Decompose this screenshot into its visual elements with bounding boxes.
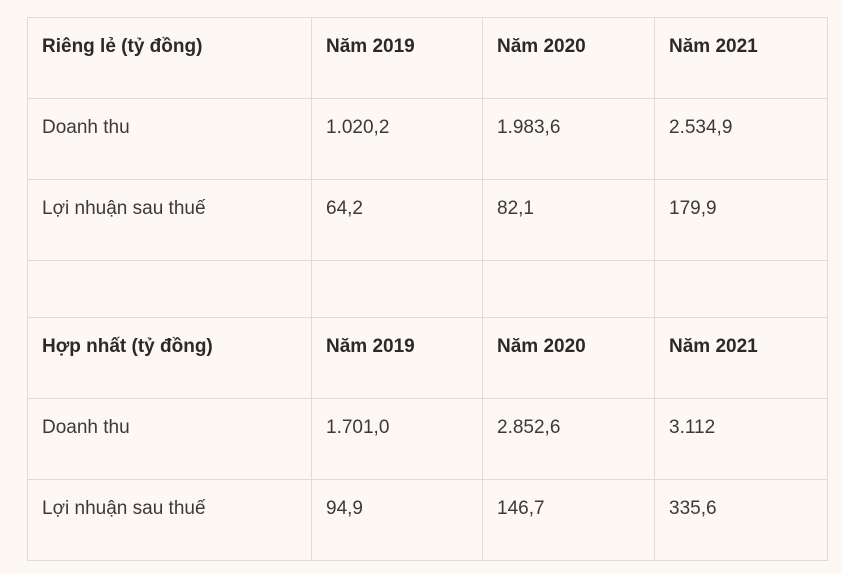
table-header-cell: Năm 2020 — [482, 317, 655, 399]
table-cell: 1.983,6 — [482, 98, 655, 180]
financial-table: Riêng lẻ (tỷ đồng) Năm 2019 Năm 2020 Năm… — [27, 17, 828, 561]
table-cell: 1.020,2 — [311, 98, 483, 180]
table-cell: 2.534,9 — [654, 98, 828, 180]
table-header-cell: Năm 2020 — [482, 17, 655, 99]
table-row: Lợi nhuận sau thuế 64,2 82,1 179,9 — [27, 179, 828, 261]
table-cell: 94,9 — [311, 479, 483, 561]
table-cell: Doanh thu — [27, 98, 312, 180]
table-cell: 146,7 — [482, 479, 655, 561]
table-cell-empty — [654, 260, 828, 318]
table-cell-empty — [311, 260, 483, 318]
table-cell: 82,1 — [482, 179, 655, 261]
table-header-row-consolidated: Hợp nhất (tỷ đồng) Năm 2019 Năm 2020 Năm… — [27, 317, 828, 399]
table-cell: Lợi nhuận sau thuế — [27, 179, 312, 261]
table-header-cell: Riêng lẻ (tỷ đồng) — [27, 17, 312, 99]
table-cell: Doanh thu — [27, 398, 312, 480]
table-cell: 2.852,6 — [482, 398, 655, 480]
table-header-cell: Năm 2021 — [654, 317, 828, 399]
table-cell: 3.112 — [654, 398, 828, 480]
table-header-row-individual: Riêng lẻ (tỷ đồng) Năm 2019 Năm 2020 Năm… — [27, 17, 828, 99]
table-cell: 335,6 — [654, 479, 828, 561]
table-row: Doanh thu 1.701,0 2.852,6 3.112 — [27, 398, 828, 480]
table-cell: 179,9 — [654, 179, 828, 261]
table-cell-empty — [482, 260, 655, 318]
table-header-cell: Năm 2019 — [311, 317, 483, 399]
table-header-cell: Năm 2019 — [311, 17, 483, 99]
table-row: Lợi nhuận sau thuế 94,9 146,7 335,6 — [27, 479, 828, 561]
table-row: Doanh thu 1.020,2 1.983,6 2.534,9 — [27, 98, 828, 180]
table-cell: 64,2 — [311, 179, 483, 261]
table-spacer-row — [27, 260, 828, 318]
table-cell-empty — [27, 260, 312, 318]
table-header-cell: Hợp nhất (tỷ đồng) — [27, 317, 312, 399]
table-cell: Lợi nhuận sau thuế — [27, 479, 312, 561]
table-cell: 1.701,0 — [311, 398, 483, 480]
table-header-cell: Năm 2021 — [654, 17, 828, 99]
